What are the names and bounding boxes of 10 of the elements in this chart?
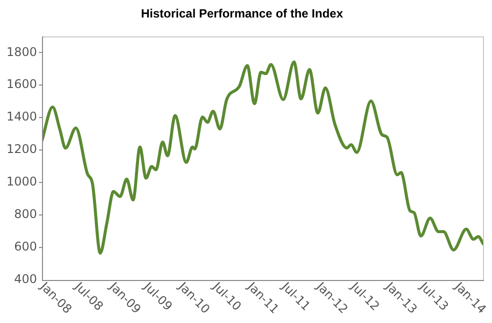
y-tick-label: 1600	[6, 77, 37, 92]
chart-title: Historical Performance of the Index	[140, 6, 344, 21]
line-series	[42, 60, 484, 255]
y-tick-label: 800	[14, 207, 37, 222]
y-tick-label: 1800	[6, 44, 37, 59]
y-tick-label: 1000	[6, 174, 37, 189]
y-tick-label: 1200	[6, 142, 37, 156]
y-tick-label: 600	[14, 240, 37, 254]
y-tick-label: 1400	[6, 110, 37, 124]
y-tick-label: 400	[14, 272, 37, 286]
